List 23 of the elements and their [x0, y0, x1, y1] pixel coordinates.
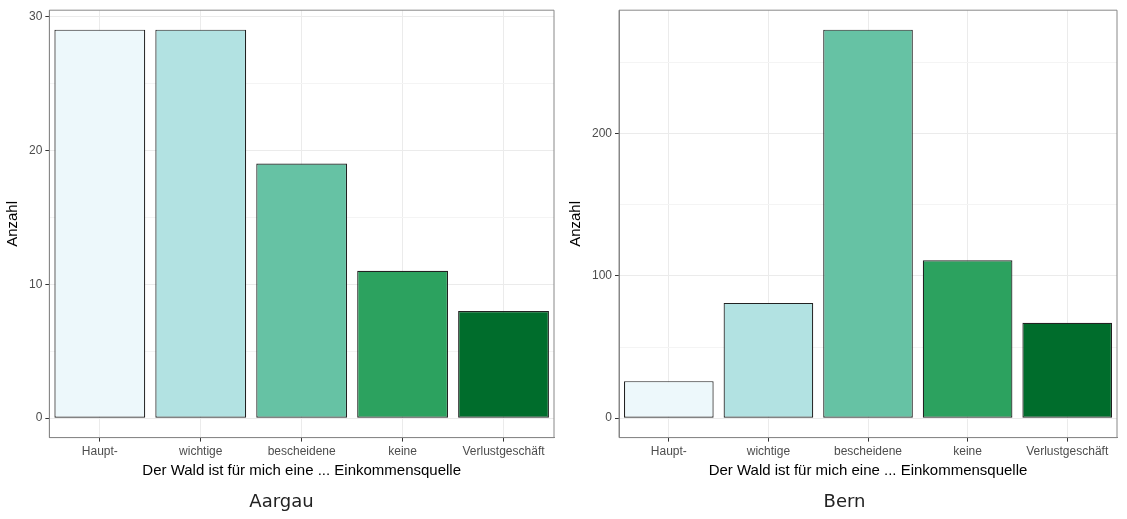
x-tick-label: bescheidene [833, 444, 903, 459]
x-tick-label: keine [953, 444, 983, 459]
y-axis-title: Anzahl [566, 200, 584, 247]
x-tick-label: Verlustgeschäft [462, 444, 546, 459]
x-tick-label: Verlustgeschäft [1026, 444, 1109, 459]
x-axis-title: Der Wald ist für mich eine ... Einkommensquelle [708, 461, 1028, 479]
y-tick-label: 10 [28, 276, 43, 291]
y-tick-label: 0 [605, 410, 613, 425]
x-tick-label: wichtige [178, 444, 223, 459]
y-tick-label: 200 [591, 125, 613, 140]
y-tick-label: 30 [28, 8, 43, 23]
text: Aargau [248, 490, 315, 511]
y-tick-label: 0 [35, 410, 43, 425]
x-tick-label: bescheidene [267, 444, 337, 459]
y-tick-label: 100 [591, 268, 613, 283]
x-tick-label: wichtige [745, 444, 791, 459]
x-tick-label: keine [388, 444, 418, 459]
x-tick-label: Haupt- [81, 444, 118, 459]
y-axis-title: Anzahl [3, 200, 21, 247]
y-tick-label: 20 [28, 142, 43, 157]
text: Bern [822, 490, 867, 511]
x-tick-label: Haupt- [650, 444, 687, 459]
x-axis-title: Der Wald ist für mich eine ... Einkommensquelle [142, 461, 462, 479]
